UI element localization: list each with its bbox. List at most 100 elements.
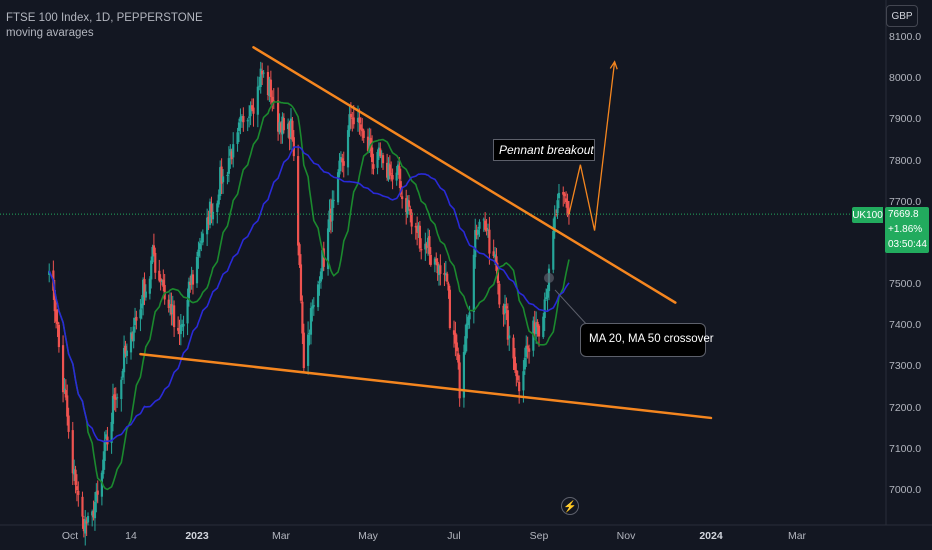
- y-tick-label: 7400.0: [889, 319, 922, 332]
- candle-body: [63, 388, 66, 390]
- y-tick-label: 7800.0: [889, 154, 922, 167]
- candle-body: [515, 369, 518, 377]
- candle-body: [219, 167, 222, 197]
- y-tick-label: 7500.0: [889, 278, 922, 291]
- candle-body: [436, 261, 439, 274]
- y-tick-label: 7700.0: [889, 195, 922, 208]
- candle-body: [144, 291, 147, 298]
- candle-body: [306, 334, 310, 366]
- candle-body: [302, 332, 305, 369]
- candle-body: [508, 335, 511, 339]
- candle-body: [468, 312, 471, 320]
- x-tick-label: Sep: [529, 530, 549, 542]
- candle-body: [181, 323, 184, 328]
- trendline-upper[interactable]: [252, 46, 677, 304]
- candle-body: [454, 332, 457, 344]
- candle-body: [143, 279, 146, 298]
- x-tick-label: Mar: [271, 530, 291, 542]
- candle-body: [376, 152, 379, 168]
- candle-body: [406, 199, 409, 215]
- candle-body: [448, 289, 452, 329]
- candle-body: [142, 279, 145, 306]
- candle-body: [475, 230, 478, 236]
- indicator-label[interactable]: moving avarages: [6, 27, 94, 39]
- symbol-title[interactable]: FTSE 100 Index, 1D, PEPPERSTONE: [6, 12, 203, 24]
- candle-body: [386, 162, 389, 178]
- candle-body: [478, 221, 481, 229]
- candle-body: [135, 316, 138, 321]
- candle-body: [258, 85, 261, 87]
- candle-body: [217, 194, 220, 205]
- candle-body: [113, 394, 116, 399]
- candle-body: [417, 225, 420, 232]
- candle-body: [282, 118, 285, 131]
- pennant-breakout-note[interactable]: Pennant breakout: [493, 139, 595, 161]
- candle-body: [523, 357, 526, 370]
- candle-body: [555, 214, 558, 216]
- trendline-lower[interactable]: [139, 352, 713, 420]
- candle-body: [56, 321, 59, 325]
- candle-body: [121, 371, 124, 378]
- candle-body: [476, 229, 480, 235]
- candle-body: [104, 434, 108, 439]
- candle-body: [96, 490, 99, 495]
- candle-body: [237, 122, 241, 131]
- candle-body: [268, 79, 271, 97]
- candle-body: [216, 203, 219, 213]
- lightning-icon[interactable]: ⚡: [561, 497, 579, 515]
- symbol-price-tag: UK100: [852, 207, 883, 223]
- candle-body: [368, 140, 371, 152]
- candle-body: [66, 395, 69, 417]
- candle-body: [229, 149, 232, 156]
- x-tick-label: 2024: [699, 530, 723, 542]
- candle-body: [542, 316, 545, 337]
- candle-body: [518, 382, 521, 392]
- candle-body: [527, 348, 531, 352]
- candle-body: [556, 200, 559, 214]
- candle-body: [246, 120, 249, 122]
- candle-body: [186, 300, 189, 324]
- candle-body: [133, 317, 137, 326]
- candle-body: [242, 116, 245, 123]
- candle-body: [162, 279, 165, 287]
- candle-body: [221, 176, 225, 183]
- candle-body: [159, 278, 162, 282]
- candle-body: [226, 174, 229, 176]
- candle-body: [116, 397, 119, 399]
- candle-body: [329, 208, 333, 222]
- candle-body: [409, 209, 412, 215]
- candle-body: [502, 305, 505, 315]
- candle-body: [372, 164, 375, 169]
- price-change: +1.86%: [888, 224, 923, 235]
- projection-path[interactable]: [568, 61, 616, 231]
- candle-body: [414, 225, 417, 228]
- y-tick-label: 7300.0: [889, 360, 922, 373]
- crossover-marker[interactable]: [543, 272, 554, 283]
- y-tick-label: 8100.0: [889, 31, 922, 43]
- candle-body: [546, 289, 549, 298]
- candle-body: [319, 271, 323, 282]
- candle-body: [496, 271, 500, 284]
- ma-crossover-note[interactable]: MA 20, MA 50 crossover: [580, 323, 714, 357]
- x-tick-label: Mar: [787, 530, 807, 542]
- candle-body: [160, 281, 164, 283]
- candle-body: [416, 226, 419, 233]
- candle-body: [132, 326, 135, 342]
- candle-body: [299, 264, 303, 301]
- x-tick-label: 14: [125, 530, 137, 542]
- candle-body: [361, 128, 364, 132]
- candle-body: [148, 278, 151, 294]
- candle-body: [535, 323, 538, 335]
- candle-body: [227, 158, 230, 174]
- candle-body: [359, 124, 362, 130]
- x-tick-label: 2023: [185, 530, 209, 542]
- candle-body: [381, 155, 385, 164]
- candle-body: [512, 337, 515, 359]
- candle-body: [73, 469, 76, 475]
- currency-button[interactable]: GBP: [886, 5, 918, 27]
- candle-body: [536, 321, 539, 328]
- candle-body: [170, 304, 173, 315]
- candle-body: [465, 323, 468, 339]
- candle-body: [208, 201, 212, 225]
